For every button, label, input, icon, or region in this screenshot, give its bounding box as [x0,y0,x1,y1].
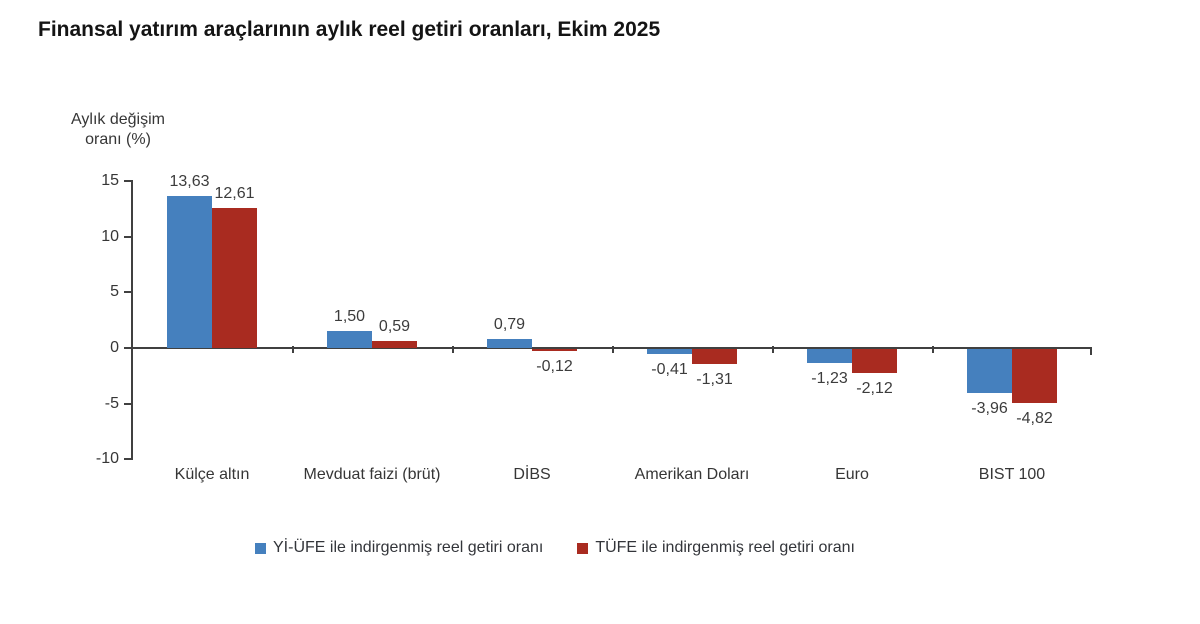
category-label: DİBS [513,466,551,483]
bar-yiufe [327,331,372,348]
y-axis-tick [124,180,131,183]
bar-value-label: 0,79 [493,316,526,334]
legend-swatch-red [577,542,589,554]
bar-yiufe [807,349,852,363]
y-axis-tick-label: 0 [110,339,119,356]
y-axis-tick [124,458,131,461]
bar-tufe [372,341,417,348]
bar-value-label: 12,61 [214,184,255,202]
x-axis-line [131,347,1092,349]
y-axis-title: Aylık değişim oranı (%) [56,110,180,150]
y-axis-tick-label: -10 [95,450,119,468]
bar-value-label: -1,23 [811,369,848,387]
y-axis-tick [124,402,131,405]
x-axis-tick [612,346,614,353]
x-axis-tick [452,346,454,353]
x-axis-tick [932,346,934,353]
legend-label-tufe: TÜFE ile indirgenmiş reel getiri oranı [595,539,855,556]
x-axis-end-tick [1090,347,1092,355]
category-label: BIST 100 [978,466,1046,483]
bar-value-label: -0,41 [651,360,688,378]
bar-value-label: -0,12 [536,358,573,375]
bar-yiufe [167,196,212,348]
bar-value-label: -2,12 [856,379,893,397]
bar-tufe [212,207,257,348]
y-axis-tick-label: 15 [101,172,119,190]
bar-value-label: -4,82 [1016,409,1053,427]
y-axis-tick-label: -5 [104,394,119,412]
y-axis-title-line2: oranı (%) [85,131,151,148]
y-axis-tick [124,235,131,238]
bar-tufe [1012,349,1057,403]
legend-item-tufe: TÜFE ile indirgenmiş reel getiri oranı [577,539,855,557]
legend-swatch-blue [255,542,266,554]
legend-item-yiufe: Yİ-ÜFE ile indirgenmiş reel getiri oranı [255,539,543,557]
x-axis-tick [772,346,774,353]
y-axis-tick [124,347,131,349]
bar-yiufe [487,339,532,348]
category-label: Külçe altın [174,466,250,483]
bar-value-label: 1,50 [333,308,366,326]
bar-yiufe [647,349,692,354]
legend-label-yiufe: Yİ-ÜFE ile indirgenmiş reel getiri oranı [273,539,544,556]
bar-tufe [532,349,577,351]
bar-tufe [852,349,897,373]
category-label: Euro [835,466,869,483]
x-axis-tick [292,346,294,353]
category-label: Mevduat faizi (brüt) [303,466,441,483]
bar-value-label: -1,31 [696,370,733,388]
y-axis-tick [124,291,131,294]
y-axis-title-line1: Aylık değişim [71,111,165,128]
legend: Yİ-ÜFE ile indirgenmiş reel getiri oranı… [0,539,1110,557]
y-axis-line [131,180,133,460]
bar-tufe [692,349,737,364]
bar-value-label: 0,59 [378,318,411,336]
bar-value-label: -3,96 [971,400,1008,418]
bar-value-label: 13,63 [169,173,210,191]
y-axis-tick-label: 5 [110,283,119,301]
category-label: Amerikan Doları [634,466,750,483]
bar-yiufe [967,349,1012,394]
y-axis-tick-label: 10 [101,227,119,245]
chart-title: Finansal yatırım araçlarının aylık reel … [38,18,661,41]
